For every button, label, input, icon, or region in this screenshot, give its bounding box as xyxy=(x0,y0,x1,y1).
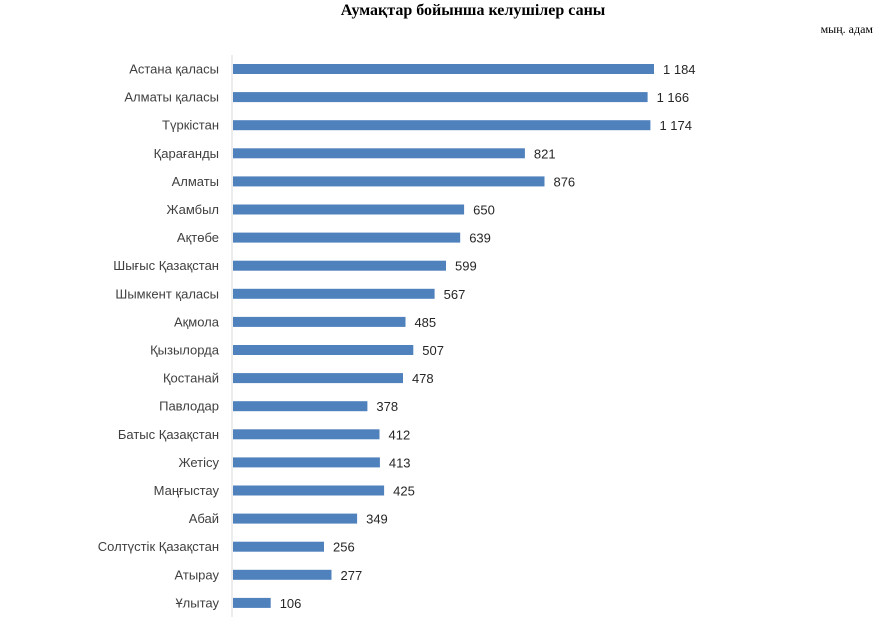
value-label: 478 xyxy=(412,371,434,386)
value-label: 256 xyxy=(333,540,355,555)
value-label: 639 xyxy=(469,231,491,246)
bar xyxy=(233,92,648,103)
category-label: Алматы қаласы xyxy=(124,90,219,105)
bar xyxy=(233,260,446,271)
value-label: 349 xyxy=(366,512,388,527)
bar xyxy=(233,64,654,74)
bar xyxy=(233,401,368,412)
category-label: Солтүстік Қазақстан xyxy=(98,539,219,554)
value-label: 106 xyxy=(280,596,302,611)
bar xyxy=(233,148,525,159)
bar-row: Ақтөбе 639 xyxy=(177,230,491,246)
bar xyxy=(233,316,406,327)
bar xyxy=(233,288,435,299)
bar xyxy=(233,541,324,552)
value-label: 650 xyxy=(473,203,495,218)
category-label: Қызылорда xyxy=(150,343,220,358)
category-label: Абай xyxy=(189,511,219,526)
value-label: 1 184 xyxy=(663,62,696,77)
bar xyxy=(233,597,271,608)
bar xyxy=(233,232,461,243)
category-label: Атырау xyxy=(175,567,220,582)
bar xyxy=(233,513,358,524)
bar xyxy=(233,569,332,580)
bar xyxy=(233,176,545,187)
bar xyxy=(233,373,403,384)
value-label: 821 xyxy=(534,146,556,161)
bar-row: Астана қаласы 1 184 xyxy=(129,62,695,78)
unit-label: мың. адам xyxy=(820,22,873,36)
bar-row: Атырау 277 xyxy=(175,567,363,583)
value-label: 412 xyxy=(388,427,410,442)
bar-row: Маңғыстау 425 xyxy=(154,483,415,499)
category-label: Жамбыл xyxy=(166,202,219,217)
bar-row: Батыс Қазақстан 412 xyxy=(118,427,410,443)
category-label: Ақмола xyxy=(174,314,220,329)
bar-row: Алматы 876 xyxy=(172,174,576,190)
bar-row: Қызылорда 507 xyxy=(150,343,444,359)
value-label: 413 xyxy=(389,455,411,470)
value-label: 507 xyxy=(422,343,444,358)
bar xyxy=(233,345,414,355)
bar-row: Жетісу 413 xyxy=(179,455,411,471)
category-label: Маңғыстау xyxy=(154,483,220,498)
bars-group: Астана қаласы 1 184 Алматы қаласы 1 166 Түрк… xyxy=(98,62,696,611)
bar-row: Ұлытау 106 xyxy=(175,595,301,611)
bar xyxy=(233,204,465,215)
bar xyxy=(233,429,380,440)
bar-row: Солтүстік Қазақстан 256 xyxy=(98,539,355,555)
value-label: 378 xyxy=(376,399,398,414)
bar-row: Жамбыл 650 xyxy=(166,202,494,218)
value-label: 876 xyxy=(553,174,575,189)
category-label: Алматы xyxy=(172,174,219,189)
value-label: 425 xyxy=(393,484,415,499)
bar xyxy=(233,457,380,468)
value-label: 1 174 xyxy=(659,118,692,133)
bar-row: Павлодар 378 xyxy=(159,399,398,415)
bar xyxy=(233,485,385,496)
bar-row: Шымкент қаласы 567 xyxy=(115,286,465,302)
category-label: Батыс Қазақстан xyxy=(118,427,219,442)
value-label: 567 xyxy=(444,287,466,302)
value-label: 599 xyxy=(455,259,477,274)
bar-row: Шығыс Қазақстан 599 xyxy=(113,258,476,274)
category-label: Шығыс Қазақстан xyxy=(113,258,219,273)
chart-title: Аумақтар бойынша келушілер саны xyxy=(340,2,606,19)
value-label: 485 xyxy=(414,315,436,330)
bar-row: Қарағанды 821 xyxy=(154,146,556,162)
category-label: Шымкент қаласы xyxy=(115,286,219,301)
bar-row: Түркістан 1 174 xyxy=(162,118,692,134)
category-label: Ақтөбе xyxy=(177,230,219,245)
value-label: 1 166 xyxy=(657,90,690,105)
category-label: Ұлытау xyxy=(175,595,219,610)
category-label: Жетісу xyxy=(179,455,220,470)
category-label: Қарағанды xyxy=(154,146,219,161)
bar-row: Ақмола 485 xyxy=(174,314,436,330)
category-label: Қостанай xyxy=(163,371,219,386)
category-label: Астана қаласы xyxy=(129,62,219,77)
value-label: 277 xyxy=(340,568,362,583)
bar-row: Қостанай 478 xyxy=(163,371,434,387)
bar-row: Алматы қаласы 1 166 xyxy=(124,90,689,106)
bar-row: Абай 349 xyxy=(189,511,388,527)
bar xyxy=(233,120,651,131)
category-label: Түркістан xyxy=(162,118,219,133)
category-label: Павлодар xyxy=(159,399,219,414)
